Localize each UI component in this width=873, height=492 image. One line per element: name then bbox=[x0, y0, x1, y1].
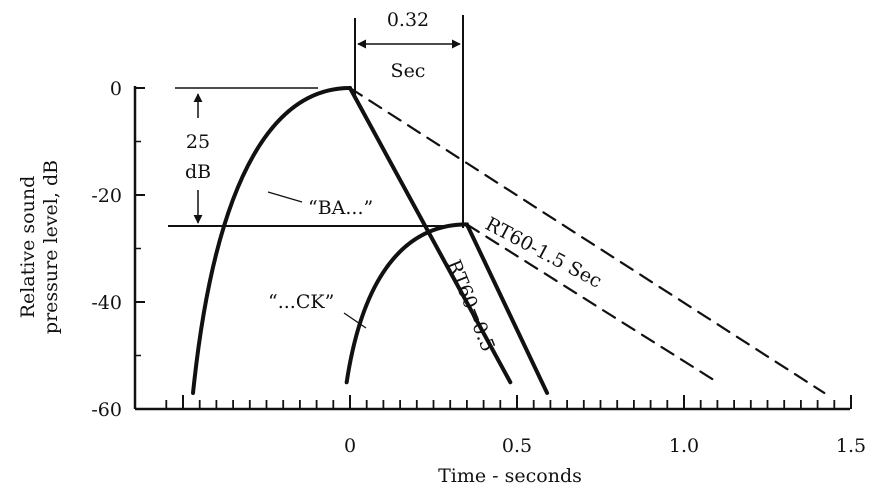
ck-label: “...CK” bbox=[268, 291, 334, 313]
x-tick-labels: 0 0.5 1.0 1.5 bbox=[344, 435, 866, 457]
ck-decay-rt15-line bbox=[465, 223, 719, 384]
time-difference-value: 0.32 bbox=[387, 9, 429, 31]
rt-long-label: RT60-1.5 Sec bbox=[482, 213, 606, 293]
x-ticks bbox=[165, 395, 852, 409]
ck-leader-line bbox=[343, 312, 367, 329]
x-tick-label: 1.5 bbox=[836, 435, 866, 457]
y-tick-label: -40 bbox=[91, 292, 122, 314]
y-axis-title-line1: Relative sound bbox=[17, 176, 39, 319]
ba-leader-line bbox=[267, 191, 303, 203]
x-tick-label: 0.5 bbox=[502, 435, 532, 457]
y-ticks bbox=[135, 87, 145, 410]
level-difference-unit: dB bbox=[185, 161, 211, 183]
y-axis-title-line2: pressure level, dB bbox=[40, 160, 62, 334]
ba-decay-rt05-line bbox=[348, 86, 513, 385]
ck-decay-rt05-line bbox=[464, 222, 550, 395]
ck-rise-curve bbox=[344, 222, 469, 385]
x-tick-label: 1.0 bbox=[669, 435, 699, 457]
level-difference-value: 25 bbox=[186, 131, 210, 153]
curves bbox=[191, 86, 826, 395]
ba-decay-rt15-line bbox=[348, 86, 826, 395]
y-tick-label: 0 bbox=[110, 78, 122, 100]
ba-rise-curve bbox=[191, 86, 352, 395]
x-axis-title: Time - seconds bbox=[438, 465, 582, 487]
y-tick-label: -60 bbox=[91, 399, 122, 421]
y-tick-label: -20 bbox=[91, 185, 122, 207]
ba-label: “BA...” bbox=[308, 197, 373, 219]
x-tick-label: 0 bbox=[344, 435, 356, 457]
time-difference-unit: Sec bbox=[391, 60, 426, 82]
y-tick-labels: 0 -20 -40 -60 bbox=[91, 78, 122, 421]
